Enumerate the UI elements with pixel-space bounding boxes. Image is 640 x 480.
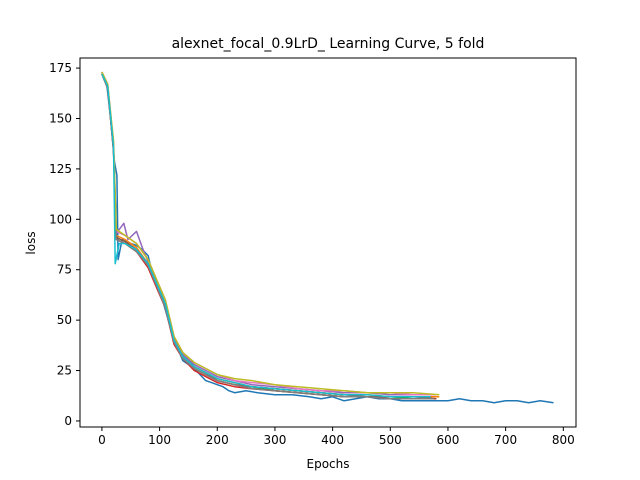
x-tick-label: 700 bbox=[494, 433, 517, 447]
y-tick-label: 125 bbox=[49, 162, 72, 176]
x-tick-label: 600 bbox=[437, 433, 460, 447]
y-tick-label: 175 bbox=[49, 61, 72, 75]
series-line-8 bbox=[101, 73, 434, 400]
y-tick-label: 150 bbox=[49, 111, 72, 125]
x-tick-label: 400 bbox=[321, 433, 344, 447]
series-line-2 bbox=[101, 71, 440, 398]
y-axis: 0 25 50 75 100 125 150 175 bbox=[49, 61, 80, 428]
y-tick-label: 75 bbox=[57, 263, 72, 277]
y-axis-label: loss bbox=[24, 231, 38, 254]
x-tick-label: 200 bbox=[206, 433, 229, 447]
series-line-6 bbox=[101, 73, 437, 400]
series-line-10 bbox=[101, 73, 431, 398]
x-tick-label: 500 bbox=[379, 433, 402, 447]
y-tick-label: 0 bbox=[64, 414, 72, 428]
series-layer bbox=[101, 71, 554, 404]
x-axis: 0 100 200 300 400 500 600 700 800 bbox=[98, 427, 575, 447]
chart-title: alexnet_focal_0.9LrD_ Learning Curve, 5 … bbox=[172, 36, 485, 52]
x-tick-label: 300 bbox=[263, 433, 286, 447]
x-tick-label: 100 bbox=[148, 433, 171, 447]
x-axis-label: Epochs bbox=[307, 457, 350, 471]
y-tick-label: 100 bbox=[49, 212, 72, 226]
series-line-1 bbox=[101, 71, 554, 404]
series-line-5 bbox=[101, 71, 437, 396]
y-tick-label: 50 bbox=[57, 313, 72, 327]
series-line-4 bbox=[101, 73, 437, 400]
x-tick-label: 0 bbox=[98, 433, 106, 447]
series-line-3 bbox=[101, 73, 437, 400]
series-line-9 bbox=[101, 71, 440, 396]
x-tick-label: 800 bbox=[552, 433, 575, 447]
series-line-7 bbox=[101, 71, 437, 396]
y-tick-label: 25 bbox=[57, 364, 72, 378]
plot-frame bbox=[79, 57, 577, 428]
